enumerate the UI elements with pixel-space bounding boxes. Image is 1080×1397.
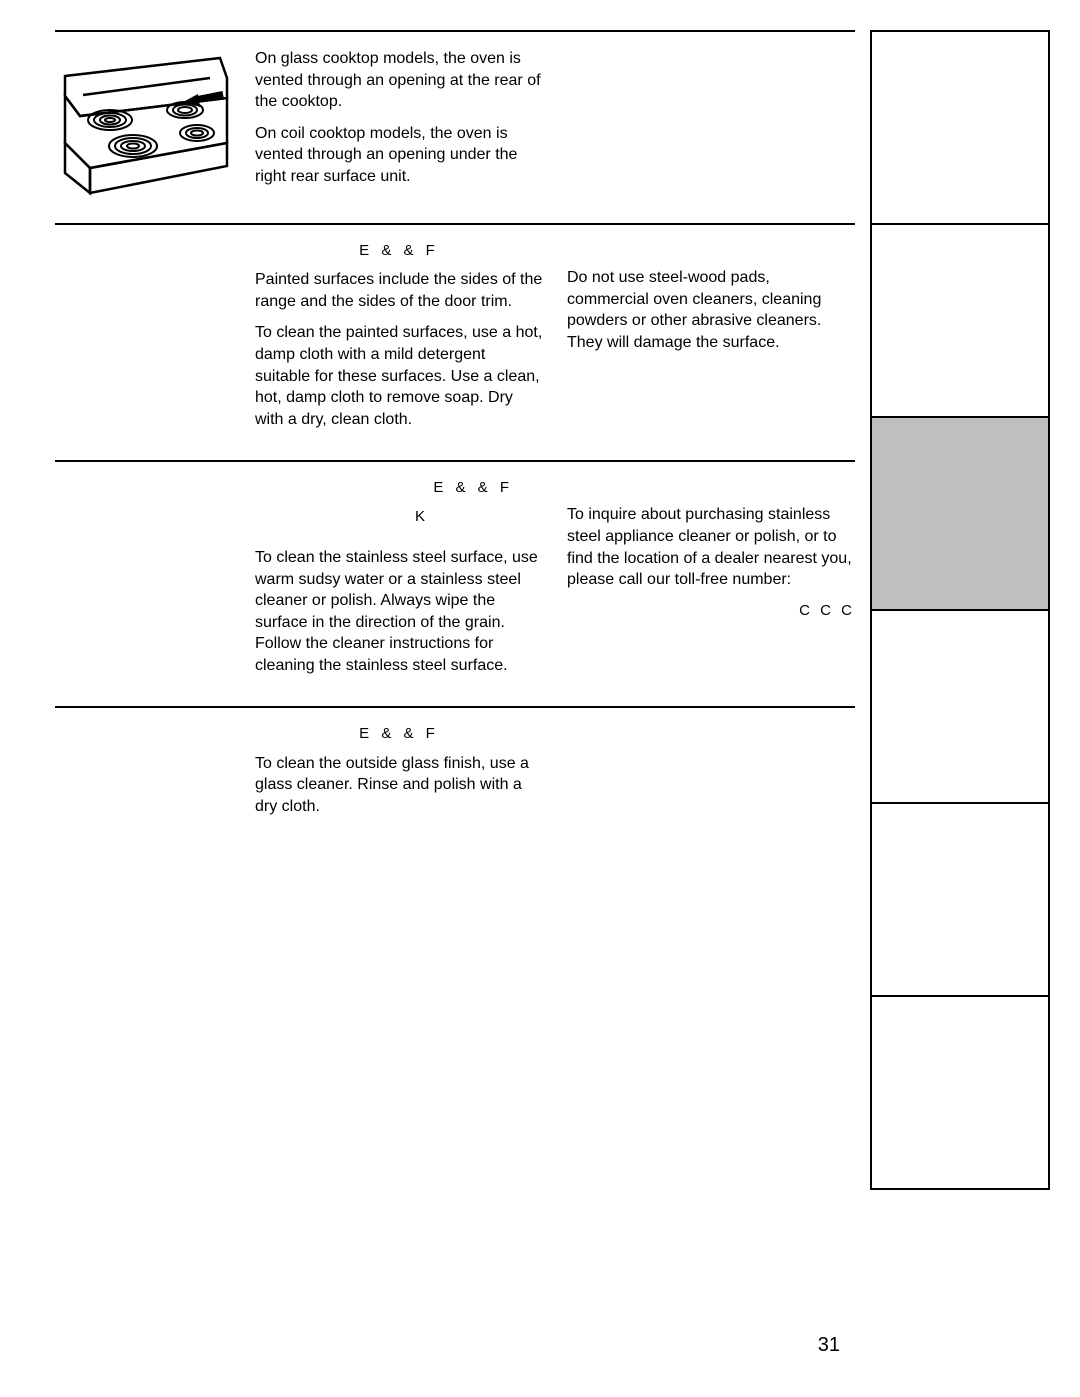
body-text: To clean the outside glass finish, use a…: [255, 753, 543, 818]
section-heading: E & & F: [255, 241, 543, 261]
phone-number: C C C: [567, 601, 855, 621]
body-text: To clean the stainless steel surface, us…: [255, 547, 543, 677]
vent-col1: On glass cooktop models, the oven is ven…: [255, 48, 543, 203]
stainless-col1: E & & F K To clean the stainless steel s…: [255, 478, 543, 686]
section-subheading: K: [255, 507, 543, 527]
section-heading: E & & F: [255, 724, 543, 744]
body-text: Do not use steel-wood pads, commercial o…: [567, 267, 855, 353]
body-text: To clean the painted surfaces, use a hot…: [255, 322, 543, 430]
main-content: On glass cooktop models, the oven is ven…: [55, 30, 855, 836]
sidebar-tabs: [870, 30, 1050, 1190]
section-heading: E & & F: [255, 478, 543, 498]
sidebar-tab[interactable]: [870, 611, 1050, 804]
illustration-column: [55, 48, 255, 203]
section-oven-vent: On glass cooktop models, the oven is ven…: [55, 32, 855, 223]
sidebar-tab[interactable]: [870, 804, 1050, 997]
sidebar-tab[interactable]: [870, 225, 1050, 418]
body-text: On coil cooktop models, the oven is vent…: [255, 123, 543, 188]
body-text: To inquire about purchasing stainless st…: [567, 504, 855, 590]
sidebar-tab[interactable]: [870, 997, 1050, 1190]
stainless-col2: To inquire about purchasing stainless st…: [567, 478, 855, 686]
body-text: Painted surfaces include the sides of th…: [255, 269, 543, 312]
painted-col1: E & & F Painted surfaces include the sid…: [255, 241, 543, 440]
section-glass: E & & F To clean the outside glass finis…: [55, 708, 855, 835]
sidebar-tab[interactable]: [870, 30, 1050, 225]
section-stainless: E & & F K To clean the stainless steel s…: [55, 462, 855, 706]
sidebar-tab-active[interactable]: [870, 418, 1050, 611]
glass-col1: E & & F To clean the outside glass finis…: [255, 724, 543, 827]
stove-illustration: [55, 48, 235, 198]
painted-col2: Do not use steel-wood pads, commercial o…: [567, 241, 855, 440]
page: On glass cooktop models, the oven is ven…: [0, 0, 1080, 1397]
body-text: On glass cooktop models, the oven is ven…: [255, 48, 543, 113]
section-painted: E & & F Painted surfaces include the sid…: [55, 225, 855, 460]
page-number: 31: [818, 1334, 840, 1357]
